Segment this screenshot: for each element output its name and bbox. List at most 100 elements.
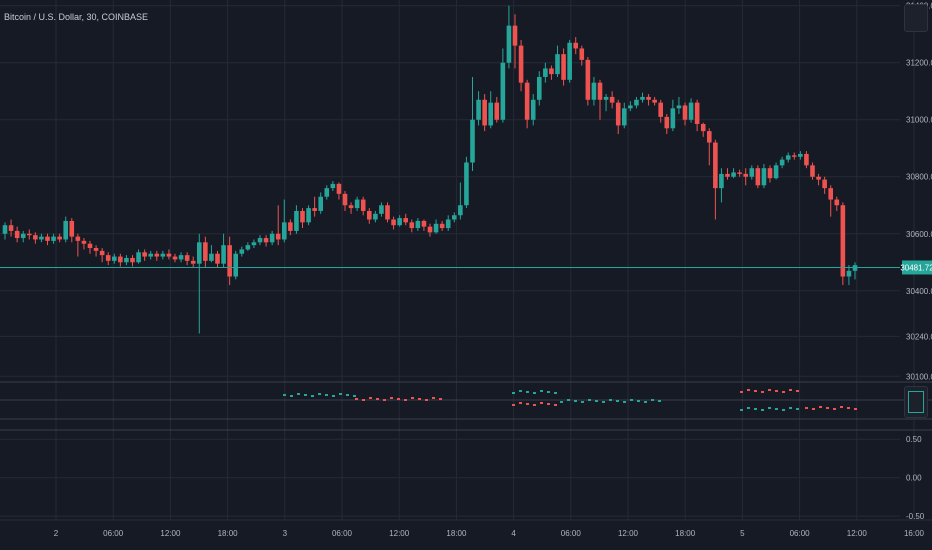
candle (269, 230, 275, 246)
candle (26, 229, 32, 240)
candle (385, 202, 390, 223)
candle (512, 14, 518, 69)
candle (154, 250, 160, 261)
candle (846, 265, 852, 286)
time-tick-label: 06:00 (561, 529, 582, 538)
candle (136, 249, 141, 264)
candle (263, 235, 269, 247)
candle (39, 233, 44, 243)
candle (391, 216, 396, 230)
candle (324, 185, 330, 200)
time-tick-label: 12:00 (389, 529, 410, 538)
candle (427, 223, 433, 237)
candle (403, 213, 409, 226)
candle (785, 152, 791, 163)
candle (336, 182, 342, 200)
time-tick-label: 3 (283, 529, 288, 538)
candle (828, 185, 834, 217)
candle (470, 76, 475, 172)
candle (585, 57, 591, 106)
candle (415, 218, 421, 231)
candle (379, 202, 384, 217)
candle (45, 233, 50, 246)
candle (816, 173, 821, 186)
price-tick-label: 31000.00 (906, 116, 932, 125)
candle (111, 253, 117, 264)
candle (743, 168, 749, 186)
candle (275, 205, 281, 246)
candle (373, 210, 378, 223)
time-tick-label: 18:00 (218, 529, 239, 538)
candle (767, 165, 773, 183)
price-axis[interactable]: 31400.0031200.0031000.0030800.0030600.00… (906, 2, 932, 382)
candle (555, 45, 560, 77)
price-tick-label: 31200.00 (906, 59, 932, 68)
candle (445, 215, 451, 231)
candle (494, 96, 500, 123)
price-tick-label: 30240.00 (906, 332, 932, 341)
candle (670, 99, 676, 132)
candle (318, 192, 324, 214)
candle (530, 94, 536, 126)
candle (360, 196, 366, 216)
candle (749, 165, 755, 180)
time-tick-label: 12:00 (847, 529, 868, 538)
indicator-tick-label: 0.00 (906, 474, 922, 483)
candle (476, 91, 481, 126)
candle (294, 205, 299, 234)
candle (482, 94, 487, 132)
grid (0, 0, 915, 520)
candle (184, 252, 190, 266)
candle (433, 219, 439, 234)
candle (215, 250, 220, 268)
candle (124, 255, 129, 266)
candle (518, 39, 524, 92)
indicator-tick-label: -0.50 (906, 512, 925, 521)
candle (573, 37, 579, 55)
price-tick-label: 30800.00 (906, 173, 932, 182)
price-tick-label: 30400.00 (906, 287, 932, 296)
top-right-button[interactable] (904, 4, 928, 32)
candle (397, 215, 402, 227)
candle (166, 249, 172, 260)
candle (57, 233, 62, 243)
candle (682, 102, 688, 126)
indicator-axis: 0.50 0.00 -0.50 (906, 435, 925, 521)
candle (603, 94, 609, 112)
last-price-label: 30481.72 (900, 263, 932, 272)
candle (93, 245, 99, 257)
candle (409, 219, 415, 233)
candle (342, 191, 348, 211)
indicator-pane (283, 389, 857, 411)
candle (172, 253, 178, 263)
time-tick-label: 18:00 (446, 529, 467, 538)
candle (822, 176, 827, 194)
candle (597, 79, 603, 120)
candle (658, 99, 664, 123)
candle (549, 65, 554, 80)
candle (421, 219, 427, 231)
time-axis[interactable]: 2 06:00 12:00 18:00 3 06:00 12:00 18:00 4 06:00 12… (54, 529, 925, 538)
candle (190, 256, 196, 268)
candle (634, 96, 639, 109)
candle (773, 162, 779, 180)
candle (543, 62, 548, 83)
candle (451, 212, 457, 223)
pane-toggle-button[interactable] (904, 386, 928, 418)
candle (69, 218, 75, 243)
candle (798, 151, 803, 160)
candle (688, 98, 694, 123)
candle (227, 236, 232, 286)
candle (51, 233, 56, 244)
candle (148, 250, 154, 260)
candle (354, 196, 360, 211)
candle (561, 48, 566, 86)
candle (524, 79, 530, 129)
candle (536, 71, 542, 106)
candle (676, 96, 682, 115)
candle (840, 202, 846, 286)
last-price-badge: 30481.72 (900, 260, 932, 275)
candle (87, 240, 93, 254)
candles (2, 5, 858, 334)
